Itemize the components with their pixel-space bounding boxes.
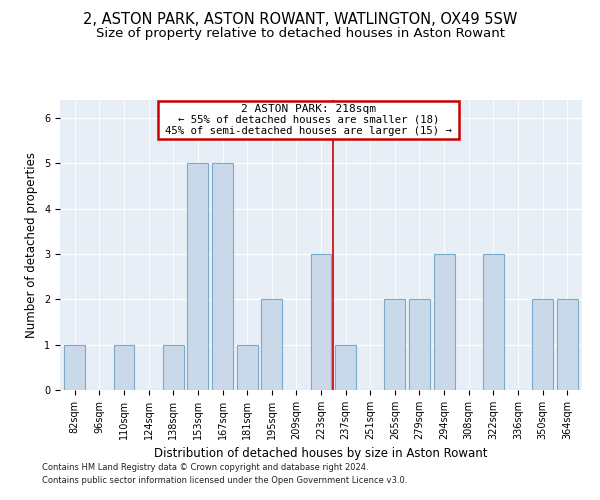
Text: 2, ASTON PARK, ASTON ROWANT, WATLINGTON, OX49 5SW: 2, ASTON PARK, ASTON ROWANT, WATLINGTON,… [83, 12, 517, 28]
Text: Contains public sector information licensed under the Open Government Licence v3: Contains public sector information licen… [42, 476, 407, 485]
Bar [557, 300, 578, 390]
Bar [311, 254, 331, 390]
Bar [158, 101, 459, 138]
Bar [434, 254, 455, 390]
Y-axis label: Number of detached properties: Number of detached properties [25, 152, 38, 338]
Text: ← 55% of detached houses are smaller (18): ← 55% of detached houses are smaller (18… [178, 114, 439, 124]
Text: Contains HM Land Registry data © Crown copyright and database right 2024.: Contains HM Land Registry data © Crown c… [42, 464, 368, 472]
Bar [261, 300, 282, 390]
Bar [483, 254, 504, 390]
Bar [64, 344, 85, 390]
Text: 45% of semi-detached houses are larger (15) →: 45% of semi-detached houses are larger (… [165, 126, 452, 136]
Bar [385, 300, 406, 390]
X-axis label: Distribution of detached houses by size in Aston Rowant: Distribution of detached houses by size … [154, 448, 488, 460]
Bar [212, 164, 233, 390]
Bar [113, 344, 134, 390]
Bar [187, 164, 208, 390]
Bar [409, 300, 430, 390]
Text: Size of property relative to detached houses in Aston Rowant: Size of property relative to detached ho… [95, 28, 505, 40]
Text: 2 ASTON PARK: 218sqm: 2 ASTON PARK: 218sqm [241, 104, 376, 114]
Bar [532, 300, 553, 390]
Bar [163, 344, 184, 390]
Bar [335, 344, 356, 390]
Bar [236, 344, 257, 390]
